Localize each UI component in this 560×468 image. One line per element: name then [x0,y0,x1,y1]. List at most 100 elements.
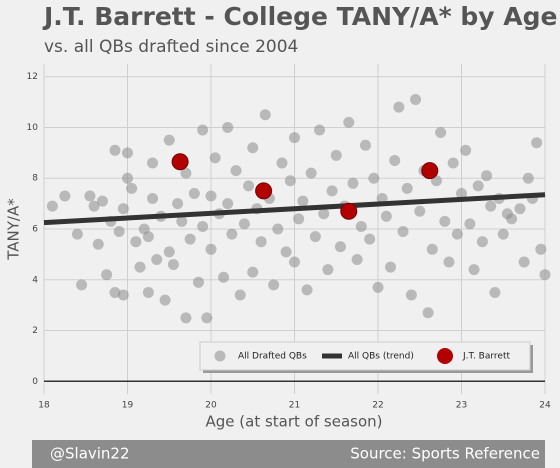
point [92,238,104,250]
y-tick-label: 6 [32,225,38,235]
point [71,228,83,240]
point [84,190,96,202]
point [272,223,284,235]
point [197,220,209,232]
point [355,220,367,232]
highlight-point [340,202,358,220]
point [326,185,338,197]
point [334,241,346,253]
highlight-point [421,162,439,180]
point [535,243,547,255]
point [142,231,154,243]
point [297,195,309,207]
point [522,172,534,184]
trend-line [43,192,546,226]
legend-swatch [437,348,453,364]
point [167,259,179,271]
y-tick-label: 4 [32,275,38,285]
point [289,256,300,268]
point [180,312,192,324]
point [385,261,397,273]
x-tick-label: 24 [539,401,551,411]
point [209,152,221,164]
point [151,253,163,265]
point [218,271,230,283]
footer-source: Source: Sports Reference [350,445,540,463]
point [539,269,551,281]
x-axis-label: Age (at start of season) [206,413,383,431]
point [389,154,401,166]
point [163,246,175,258]
point [247,142,259,154]
point [172,198,184,210]
point [330,149,342,161]
point [393,101,405,113]
point [443,256,455,268]
point [456,187,467,199]
point [46,200,58,212]
x-tick-label: 23 [456,401,467,411]
point [188,187,200,199]
point [514,203,526,215]
point [364,233,376,245]
point [497,228,509,240]
point [197,124,209,136]
point [305,167,317,179]
x-tick-label: 19 [122,401,134,411]
point [426,243,438,255]
point [147,157,159,169]
point [59,190,71,202]
point [163,134,175,146]
point [380,210,392,222]
point [293,213,305,225]
legend-box [199,341,531,371]
point [506,213,518,225]
point [314,124,326,136]
point [192,276,204,288]
point [405,289,417,301]
point [414,205,426,217]
point [113,226,125,238]
point [109,144,121,156]
point [268,279,280,291]
point [422,307,434,319]
point [276,157,288,169]
point [372,281,384,293]
point [176,215,188,227]
chart-title: J.T. Barrett - College TANY/A* by Age [42,2,558,31]
point [439,215,451,227]
x-tick-label: 18 [38,401,50,411]
point [347,177,359,189]
point [109,286,121,298]
point [238,218,250,230]
point [359,139,371,151]
point [259,109,271,121]
point [142,286,154,298]
point [351,253,363,265]
point [489,286,501,298]
point [284,175,296,187]
point [289,132,300,144]
x-tick-label: 21 [289,401,300,411]
point [410,94,422,106]
point [122,172,133,184]
point [126,182,138,194]
point [205,243,217,255]
point [518,256,530,268]
point [464,218,476,230]
y-axis-label: TANY/A* [5,198,23,261]
point [247,266,259,278]
point [230,165,242,177]
point [101,269,113,281]
point [301,284,313,296]
x-tick-label: 20 [205,401,217,411]
footer-credit: @Slavin22 [50,445,130,463]
highlight-point [255,182,273,200]
point [472,180,484,192]
legend-swatch [214,350,226,362]
point [159,294,171,306]
legend-label: All QBs (trend) [348,352,414,362]
highlight-point [171,153,189,171]
point [205,190,217,202]
